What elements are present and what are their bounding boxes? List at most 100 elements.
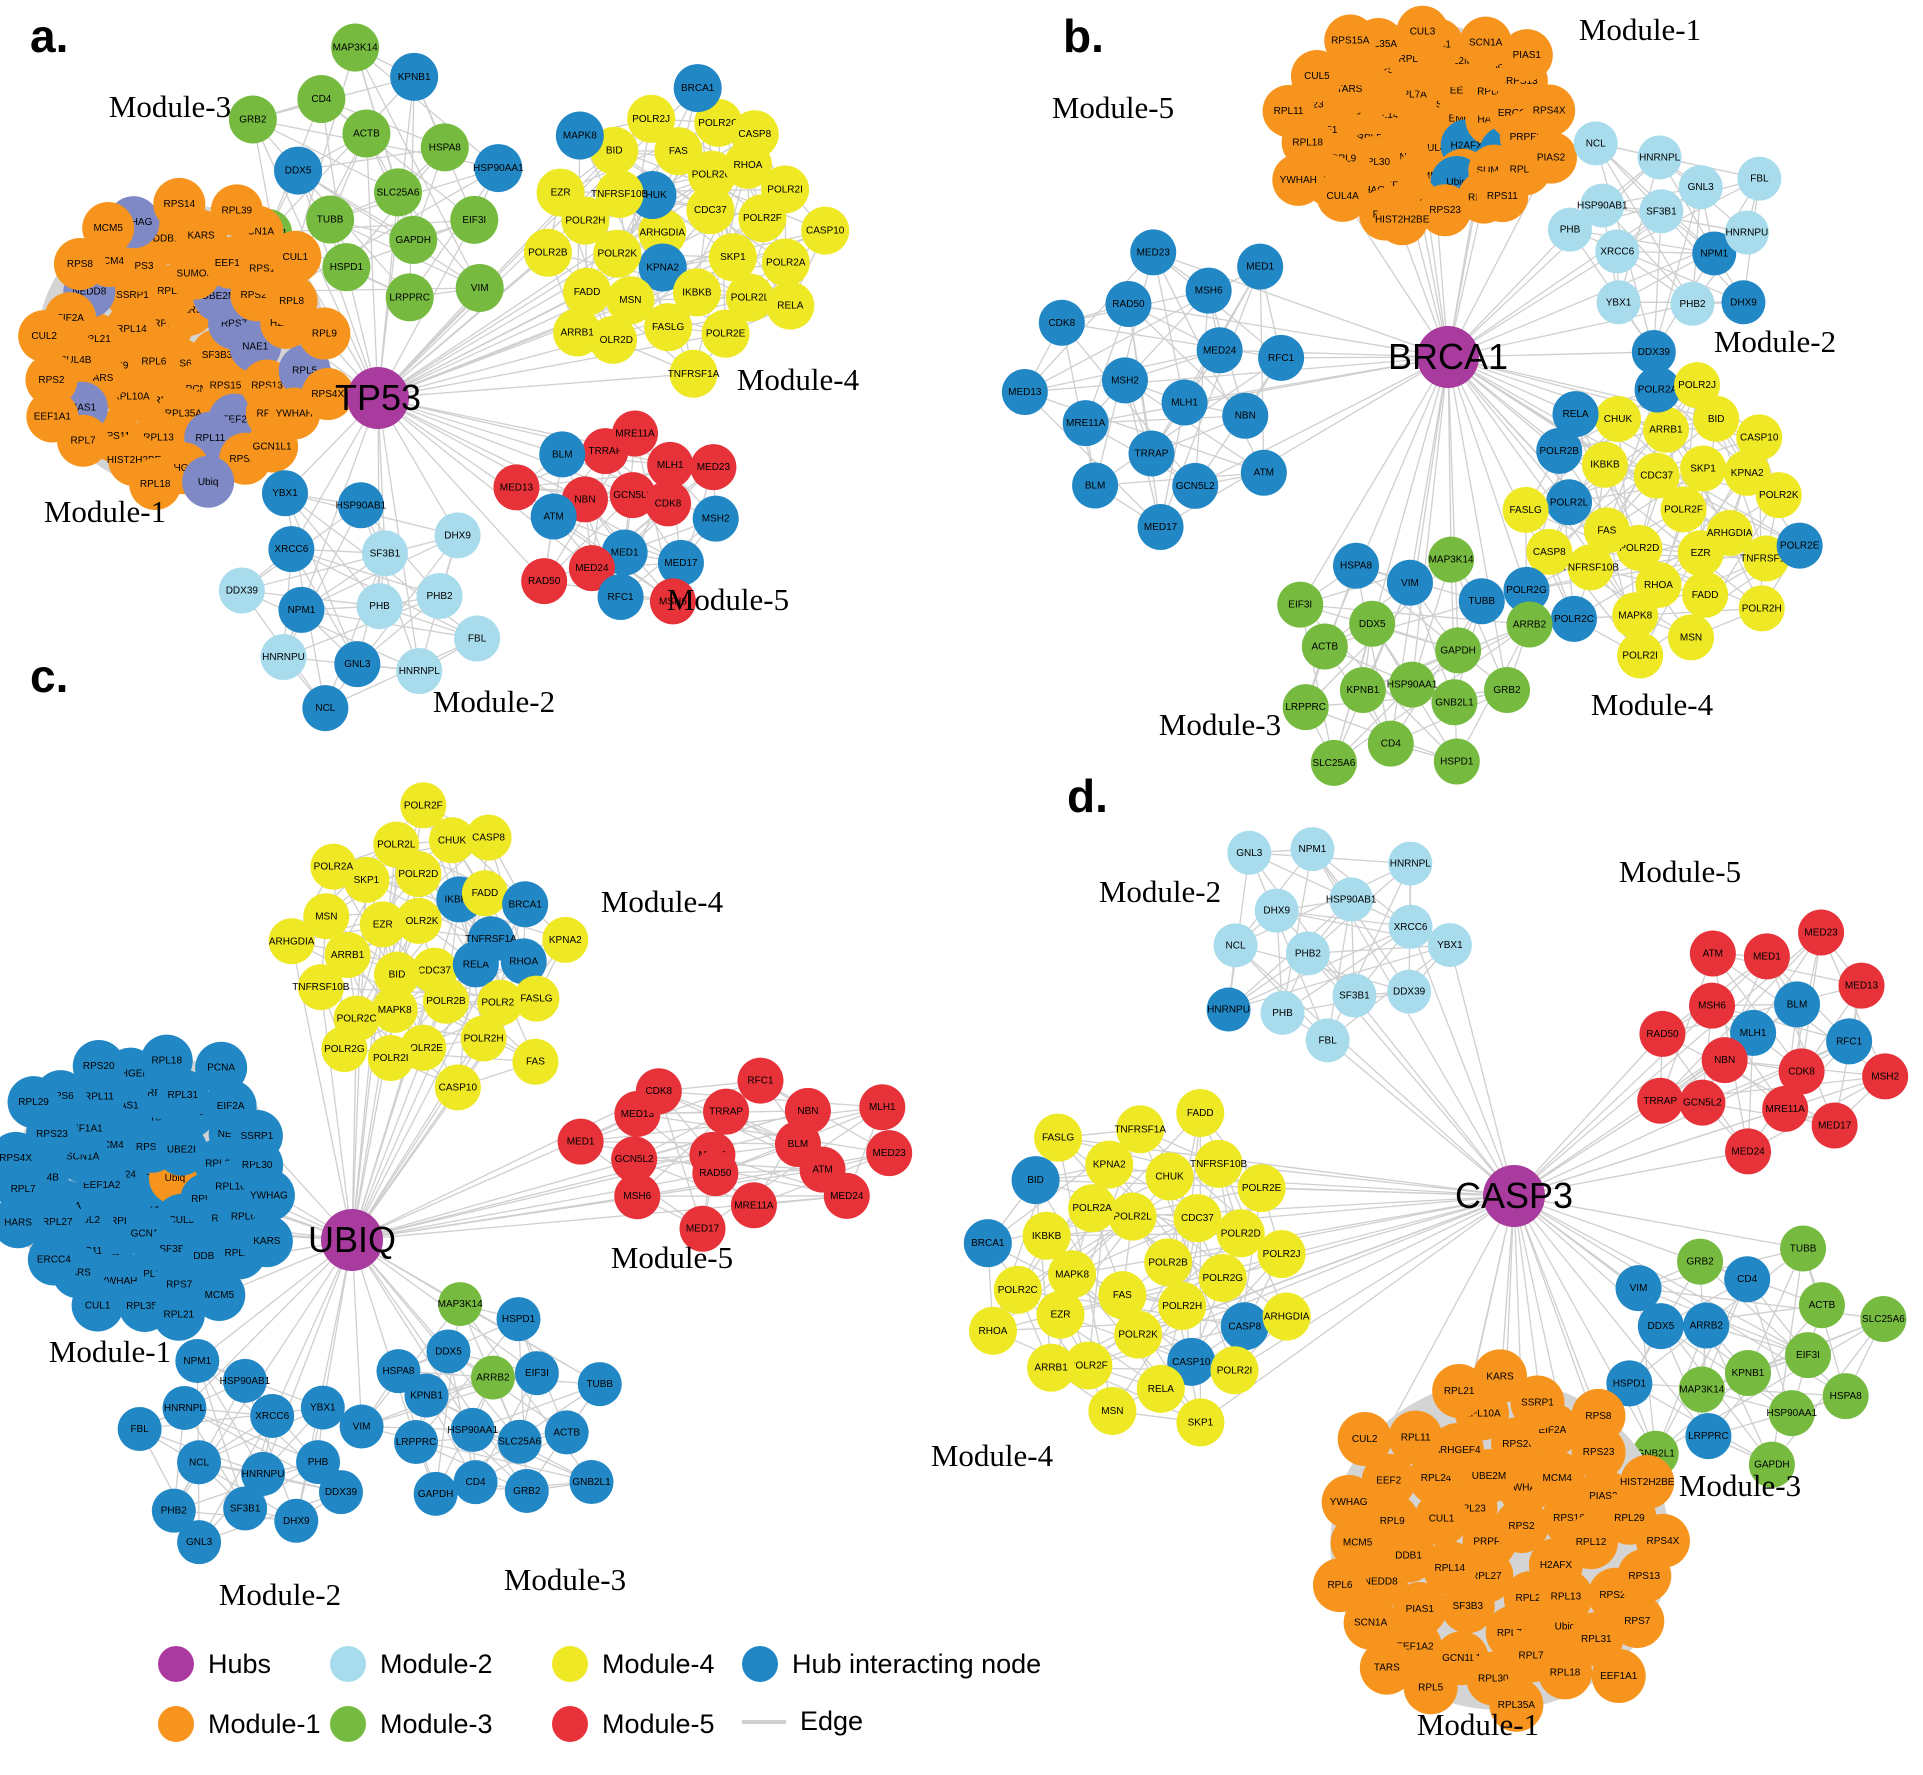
node-circle[interactable] [1595,229,1640,274]
node-circle[interactable] [1262,1292,1311,1341]
node-circle[interactable] [1085,1140,1134,1189]
node-circle[interactable] [434,1064,481,1111]
node-MAPK8[interactable]: MAPK8 [555,111,604,160]
node-RPL29[interactable]: RPL29 [7,1076,60,1129]
node-circle[interactable] [228,95,277,144]
node-NCL[interactable]: NCL [1213,923,1258,968]
node-FADD[interactable]: FADD [1682,571,1729,618]
node-circle[interactable] [454,615,501,662]
node-circle[interactable] [390,52,439,101]
node-circle[interactable] [730,1182,777,1229]
node-RELA[interactable]: RELA [1552,391,1599,438]
node-circle[interactable] [385,273,434,322]
node-GRB2[interactable]: GRB2 [504,1468,549,1513]
node-circle[interactable] [1642,406,1689,453]
node-circle[interactable] [27,1233,80,1286]
node-circle[interactable] [373,821,420,868]
node-circle[interactable] [261,470,308,517]
node-circle[interactable] [1329,877,1374,922]
node-ACTB[interactable]: ACTB [342,109,391,158]
node-circle[interactable] [1068,1184,1117,1233]
node-circle[interactable] [669,349,718,398]
node-GRB2[interactable]: GRB2 [1484,667,1531,714]
node-circle[interactable] [679,1205,726,1252]
node-circle[interactable] [1683,1302,1730,1349]
node-MED13[interactable]: MED13 [493,464,540,511]
node-circle[interactable] [453,1460,498,1505]
node-POLR2K[interactable]: POLR2K [1114,1310,1163,1359]
node-GCN1L1[interactable]: GCN1L1 [246,420,299,473]
node-circle[interactable] [396,647,443,694]
node-circle[interactable] [297,964,344,1011]
node-circle[interactable] [1227,830,1272,875]
node-circle[interactable] [1730,1009,1777,1056]
node-NBN[interactable]: NBN [1701,1037,1748,1084]
node-RPS4X[interactable]: RPS4X [301,368,354,421]
node-circle[interactable] [1689,982,1736,1029]
node-circle[interactable] [438,1282,483,1327]
node-NCL[interactable]: NCL [177,1440,222,1485]
node-circle[interactable] [1502,486,1549,533]
node-circle[interactable] [303,893,350,940]
node-KPNB1[interactable]: KPNB1 [1724,1349,1771,1396]
hub-circle[interactable] [1483,1165,1545,1227]
node-circle[interactable] [701,309,750,358]
node-circle[interactable] [1432,1364,1487,1419]
node-BLM[interactable]: BLM [1072,462,1119,509]
node-HSPD1[interactable]: HSPD1 [1433,738,1480,785]
node-MSH6[interactable]: MSH6 [1185,267,1232,314]
node-circle[interactable] [635,1068,682,1115]
node-circle[interactable] [1301,623,1348,670]
node-GNL3[interactable]: GNL3 [177,1520,222,1565]
node-circle[interactable] [1738,585,1785,632]
node-CASP10[interactable]: CASP10 [1736,414,1783,461]
node-circle[interactable] [1780,1225,1827,1272]
node-circle[interactable] [152,1288,205,1341]
node-circle[interactable] [1594,395,1641,442]
node-circle[interactable] [162,1385,207,1430]
node-circle[interactable] [614,1173,661,1220]
node-RPS15A[interactable]: RPS15A [1324,14,1377,67]
node-circle[interactable] [1536,427,1583,474]
node-circle[interactable] [1567,544,1614,591]
node-circle[interactable] [1776,522,1823,569]
node-NCL[interactable]: NCL [1573,121,1618,166]
node-RPL6[interactable]: RPL6 [1312,1558,1367,1613]
node-circle[interactable] [1389,661,1436,708]
node-circle[interactable] [1237,1164,1286,1213]
node-circle[interactable] [1573,121,1618,166]
node-circle[interactable] [496,1297,541,1342]
node-RPL11[interactable]: RPL11 [1262,85,1315,138]
node-NPM1[interactable]: NPM1 [1290,827,1335,872]
node-BRCA1[interactable]: BRCA1 [502,881,549,928]
node-IKBKB[interactable]: IKBKB [1022,1211,1071,1260]
node-circle[interactable] [801,206,850,255]
node-circle[interactable] [1396,5,1449,58]
node-circle[interactable] [1860,1295,1907,1342]
node-CHUK[interactable]: CHUK [1594,395,1641,442]
node-CUL4A[interactable]: CUL4A [1316,169,1369,222]
node-ATM[interactable]: ATM [1689,930,1736,977]
node-POLR2H[interactable]: POLR2H [1158,1281,1207,1330]
node-MAP3K14[interactable]: MAP3K14 [438,1282,483,1327]
node-circle[interactable] [18,310,71,363]
node-CASP8[interactable]: CASP8 [730,110,779,159]
node-SF3B3[interactable]: SF3B3 [1440,1579,1495,1634]
node-CUL2[interactable]: CUL2 [1337,1411,1392,1466]
node-circle[interactable] [1310,739,1357,786]
node-circle[interactable] [692,495,739,542]
node-FASLG[interactable]: FASLG [644,303,693,352]
node-RHOA[interactable]: RHOA [968,1306,1017,1355]
node-LRPPRC[interactable]: LRPPRC [385,273,434,322]
node-circle[interactable] [422,977,469,1024]
hub-node-TP53[interactable]: TP53 [335,367,421,429]
node-POLR2H[interactable]: POLR2H [460,1015,507,1062]
node-circle[interactable] [195,1041,248,1094]
node-BRCA1[interactable]: BRCA1 [963,1219,1012,1268]
node-TUBB[interactable]: TUBB [1458,578,1505,625]
node-TUBB[interactable]: TUBB [1780,1225,1827,1272]
node-circle[interactable] [1130,229,1177,276]
node-circle[interactable] [1615,1265,1662,1312]
node-circle[interactable] [593,229,642,278]
node-circle[interactable] [512,1038,559,1085]
